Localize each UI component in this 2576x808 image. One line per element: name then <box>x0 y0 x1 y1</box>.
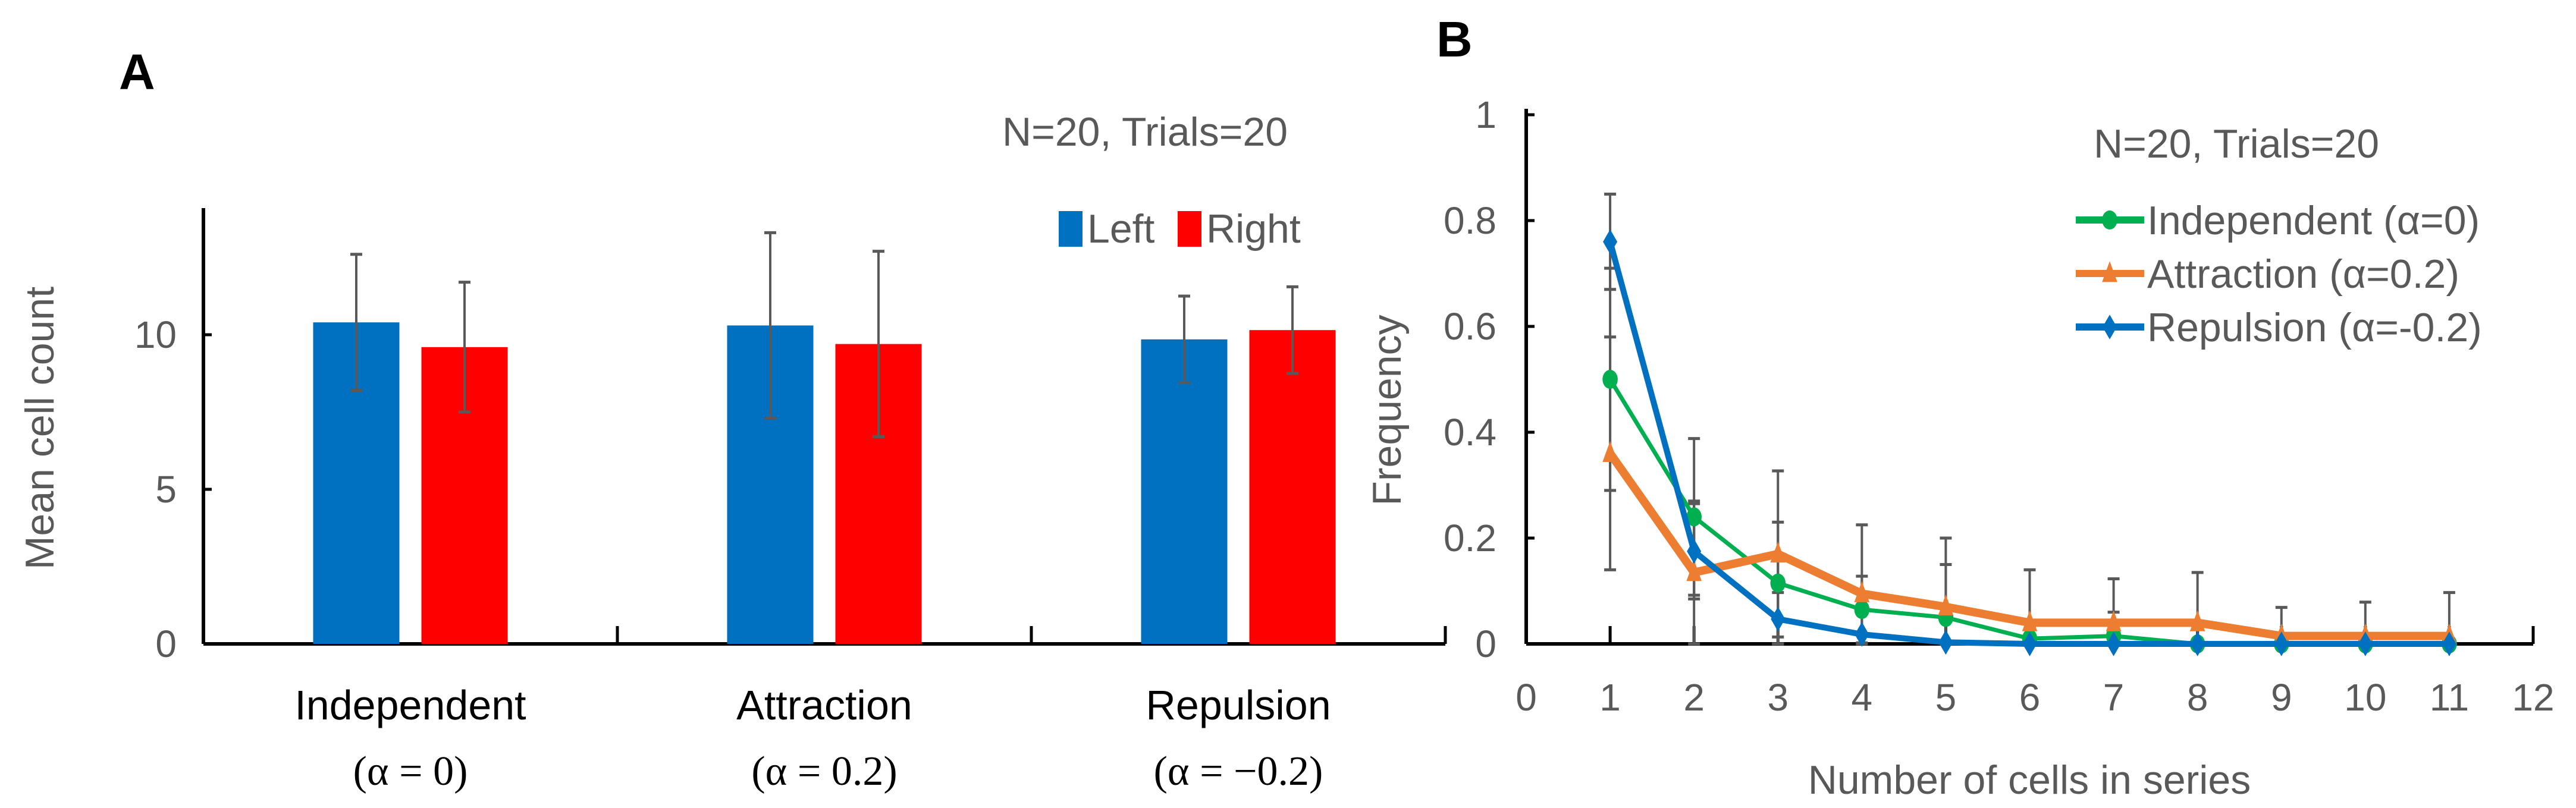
diamond-marker <box>2358 631 2373 656</box>
legend-label: Repulsion (α=-0.2) <box>2147 305 2482 350</box>
annotation-a: N=20, Trials=20 <box>1002 109 1288 155</box>
x-tick-label: 7 <box>2103 676 2125 719</box>
y-tick-label: 5 <box>155 468 177 511</box>
panel-label-b: B <box>1436 11 1473 67</box>
diamond-marker <box>1771 606 1786 631</box>
y-tick-label: 0 <box>155 622 177 665</box>
y-tick-label: 0.8 <box>1444 199 1496 242</box>
bar-chart-a: 0 5 10 Independent (α = 0) Attraction (α = 0.2… <box>134 206 1447 794</box>
diamond-marker <box>1855 622 1869 647</box>
diamond-marker <box>1603 229 1618 254</box>
triangle-marker <box>2106 610 2122 631</box>
diamond-marker <box>1938 630 1953 655</box>
diamond-marker <box>2274 631 2289 656</box>
legend-label: Left <box>1087 206 1155 251</box>
legend-swatch <box>1178 211 1201 247</box>
diamond-marker <box>2442 631 2456 656</box>
category-label: Attraction <box>736 682 912 728</box>
x-tick-label: 2 <box>1683 676 1705 719</box>
triangle-marker <box>2189 610 2205 631</box>
circle-marker <box>1854 600 1870 620</box>
triangle-marker <box>2102 261 2117 282</box>
legend-label: Independent (α=0) <box>2147 198 2480 243</box>
category-label: Independent <box>294 682 526 728</box>
triangle-marker <box>1602 441 1618 462</box>
y-tick-label: 0.6 <box>1444 305 1496 348</box>
triangle-marker <box>1854 581 1870 602</box>
diamond-marker <box>2106 631 2121 656</box>
annotation-b: N=20, Trials=20 <box>2094 121 2379 166</box>
diamond-marker <box>1687 539 1702 564</box>
y-tick-label: 1 <box>1475 93 1496 136</box>
panel-label-a: A <box>119 44 155 100</box>
legend-label: Attraction (α=0.2) <box>2147 251 2459 297</box>
x-tick-label: 3 <box>1767 676 1789 719</box>
y-axis-label-b: Frequency <box>1364 315 1410 505</box>
circle-marker <box>1602 370 1618 389</box>
legend-label: Right <box>1206 206 1301 251</box>
x-tick-label: 10 <box>2344 676 2386 719</box>
legend-swatch <box>1059 211 1083 247</box>
x-axis-label-b: Number of cells in series <box>1808 757 2251 803</box>
x-tick-label: 9 <box>2271 676 2292 719</box>
category-sublabel: (α = 0) <box>353 749 468 794</box>
diamond-marker <box>2103 315 2117 339</box>
triangle-marker <box>1686 560 1702 581</box>
circle-marker <box>1686 507 1702 527</box>
triangle-marker <box>1770 541 1786 563</box>
y-tick-label: 0 <box>1475 622 1496 665</box>
x-tick-label: 1 <box>1599 676 1621 719</box>
y-tick-label: 0.2 <box>1444 517 1496 559</box>
line-chart-b: 00.20.40.60.810 1 2 3 4 5 6 7 8 9 10 11 12Independen… <box>1444 93 2555 719</box>
y-tick-label: 10 <box>134 313 177 356</box>
y-axis-label-a: Mean cell count <box>17 287 62 570</box>
x-tick-label: 8 <box>2187 676 2208 719</box>
circle-marker <box>2102 210 2117 229</box>
x-tick-label: 6 <box>2019 676 2041 719</box>
diamond-marker <box>2022 631 2037 656</box>
category-label: Repulsion <box>1146 682 1331 728</box>
triangle-marker <box>2022 610 2038 631</box>
x-tick-label: 12 <box>2512 676 2554 719</box>
x-tick-label: 11 <box>2430 676 2469 719</box>
x-tick-label: 5 <box>1935 676 1957 719</box>
y-tick-label: 0.4 <box>1444 411 1496 454</box>
circle-marker <box>1770 573 1786 593</box>
x-tick-label: 0 <box>1516 676 1537 719</box>
bar-right <box>1249 330 1336 644</box>
category-sublabel: (α = 0.2) <box>751 749 897 794</box>
bar-left <box>1141 339 1228 644</box>
diamond-marker <box>2190 631 2205 656</box>
category-sublabel: (α = −0.2) <box>1154 749 1323 794</box>
x-tick-label: 4 <box>1852 676 1873 719</box>
triangle-marker <box>1938 594 1954 616</box>
